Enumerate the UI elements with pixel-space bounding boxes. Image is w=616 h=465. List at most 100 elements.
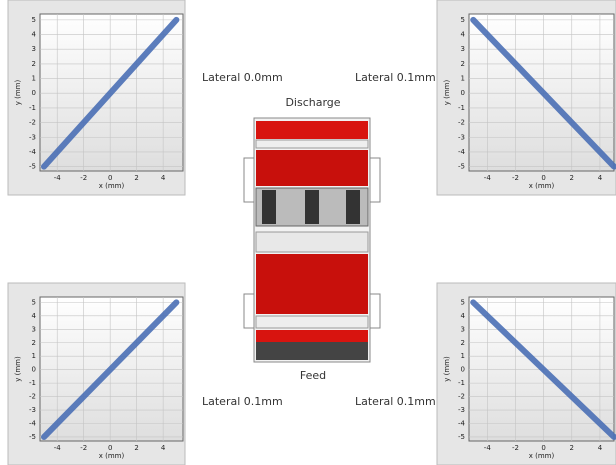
y-axis-label: y (mm) [14, 356, 22, 382]
x-tick-label: -2 [80, 444, 87, 452]
x-tick-label: -2 [512, 174, 519, 182]
y-tick-label: 1 [32, 352, 36, 360]
chart: -5 -4 -3 -2 -1 0 1 2 3 4 5 -4 -2 0 2 4 x (mm) y (mm) [436, 282, 616, 465]
x-tick-label: 4 [161, 444, 166, 452]
y-tick-label: -2 [29, 119, 36, 127]
lateral-label: Lateral 0.1mm [355, 395, 436, 408]
y-tick-label: 1 [461, 75, 465, 83]
y-tick-label: -2 [458, 393, 465, 401]
y-tick-label: 1 [461, 352, 465, 360]
y-tick-label: -2 [29, 393, 36, 401]
data-line [40, 16, 180, 170]
y-tick-label: 2 [32, 339, 36, 347]
y-tick-label: -1 [458, 379, 465, 387]
data-line [40, 299, 180, 440]
lateral-label: Lateral 0.1mm [355, 71, 436, 84]
shaft [255, 231, 369, 253]
chart: -5 -4 -3 -2 -1 0 1 2 3 4 5 -4 -2 0 2 4 x (mm) y (mm) [436, 0, 616, 196]
y-tick-label: -1 [458, 104, 465, 112]
y-tick-label: -2 [458, 119, 465, 127]
y-tick-label: -5 [458, 433, 465, 441]
y-tick-label: 0 [32, 366, 36, 374]
y-tick-label: 3 [461, 45, 465, 53]
x-tick-label: -4 [54, 444, 62, 452]
y-tick-label: 0 [461, 366, 465, 374]
y-tick-label: -1 [29, 379, 36, 387]
feed-belt [256, 342, 368, 360]
y-tick-label: -3 [29, 406, 36, 414]
chart: -5 -4 -3 -2 -1 0 1 2 3 4 5 -4 -2 0 2 4 x (mm) y (mm) [7, 0, 186, 196]
y-tick-label: -1 [29, 104, 36, 112]
y-tick-label: 5 [461, 298, 465, 306]
motor [262, 190, 276, 224]
y-tick-label: 2 [461, 60, 465, 68]
x-tick-label: 0 [108, 444, 112, 452]
shaft [255, 139, 369, 149]
y-tick-label: 5 [461, 16, 465, 24]
y-tick-label: -4 [29, 420, 37, 428]
x-tick-label: 4 [598, 444, 603, 452]
y-axis-label: y (mm) [14, 79, 22, 105]
x-tick-label: -4 [484, 444, 492, 452]
lateral-label: Lateral 0.1mm [202, 395, 283, 408]
roller [256, 330, 368, 342]
x-tick-label: 4 [598, 174, 603, 182]
feed-label: Feed [300, 369, 326, 382]
bracket [243, 157, 255, 203]
discharge-label: Discharge [285, 96, 340, 109]
x-axis-label: x (mm) [529, 182, 555, 190]
x-tick-label: 0 [541, 174, 545, 182]
x-axis-label: x (mm) [99, 182, 125, 190]
y-tick-label: 1 [32, 75, 36, 83]
x-tick-label: -2 [80, 174, 87, 182]
y-tick-label: -4 [29, 148, 37, 156]
y-tick-label: 3 [32, 45, 36, 53]
y-tick-label: 2 [461, 339, 465, 347]
roller [256, 121, 368, 139]
y-axis-label: y (mm) [443, 356, 451, 382]
y-tick-label: -3 [458, 133, 465, 141]
y-tick-label: 5 [32, 16, 36, 24]
y-tick-label: -5 [29, 163, 36, 171]
y-tick-label: 3 [461, 325, 465, 333]
roller [256, 254, 368, 314]
lateral-label: Lateral 0.0mm [202, 71, 283, 84]
x-tick-label: 2 [134, 444, 138, 452]
chart: -5 -4 -3 -2 -1 0 1 2 3 4 5 -4 -2 0 2 4 x (mm) y (mm) [7, 282, 186, 465]
x-tick-label: 0 [108, 174, 112, 182]
x-tick-label: 0 [541, 444, 545, 452]
motor [305, 190, 319, 224]
y-tick-label: -3 [458, 406, 465, 414]
y-tick-label: 4 [32, 31, 37, 39]
bracket [243, 293, 255, 329]
x-axis-label: x (mm) [99, 452, 125, 460]
data-line [470, 16, 616, 170]
y-axis-label: y (mm) [443, 79, 451, 105]
machine [243, 117, 381, 363]
y-tick-label: 4 [461, 312, 466, 320]
y-tick-label: -5 [29, 433, 36, 441]
motor [346, 190, 360, 224]
y-tick-label: 4 [32, 312, 37, 320]
x-tick-label: 4 [161, 174, 166, 182]
y-tick-label: 0 [32, 89, 36, 97]
y-tick-label: -4 [458, 420, 466, 428]
y-tick-label: 3 [32, 325, 36, 333]
shaft [255, 315, 369, 329]
y-tick-label: 5 [32, 298, 36, 306]
y-tick-label: 0 [461, 89, 465, 97]
x-tick-label: -2 [512, 444, 519, 452]
roller [256, 150, 368, 186]
x-tick-label: 2 [570, 174, 574, 182]
y-tick-label: 2 [32, 60, 36, 68]
x-tick-label: 2 [134, 174, 138, 182]
y-tick-label: 4 [461, 31, 466, 39]
x-tick-label: -4 [54, 174, 62, 182]
x-tick-label: -4 [484, 174, 492, 182]
y-tick-label: -5 [458, 163, 465, 171]
x-tick-label: 2 [570, 444, 574, 452]
bracket [369, 293, 381, 329]
bracket [369, 157, 381, 203]
y-tick-label: -4 [458, 148, 466, 156]
